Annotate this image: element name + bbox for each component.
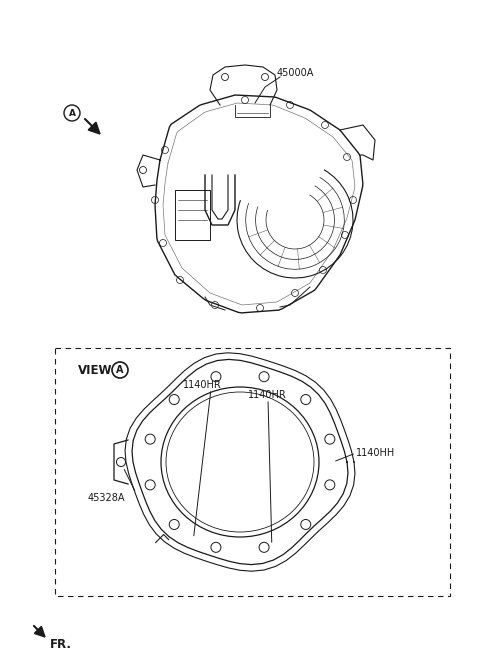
Text: 1140HH: 1140HH — [356, 448, 395, 458]
Bar — [175, 190, 210, 240]
Text: 1140HR: 1140HR — [183, 380, 222, 390]
Text: A: A — [69, 108, 75, 117]
Text: VIEW: VIEW — [78, 363, 112, 377]
Bar — [55, 348, 450, 596]
Text: 1140HR: 1140HR — [248, 390, 287, 400]
Text: A: A — [116, 365, 124, 375]
Text: 45000A: 45000A — [276, 68, 314, 78]
Text: FR.: FR. — [50, 638, 72, 651]
Text: 45328A: 45328A — [88, 493, 125, 503]
